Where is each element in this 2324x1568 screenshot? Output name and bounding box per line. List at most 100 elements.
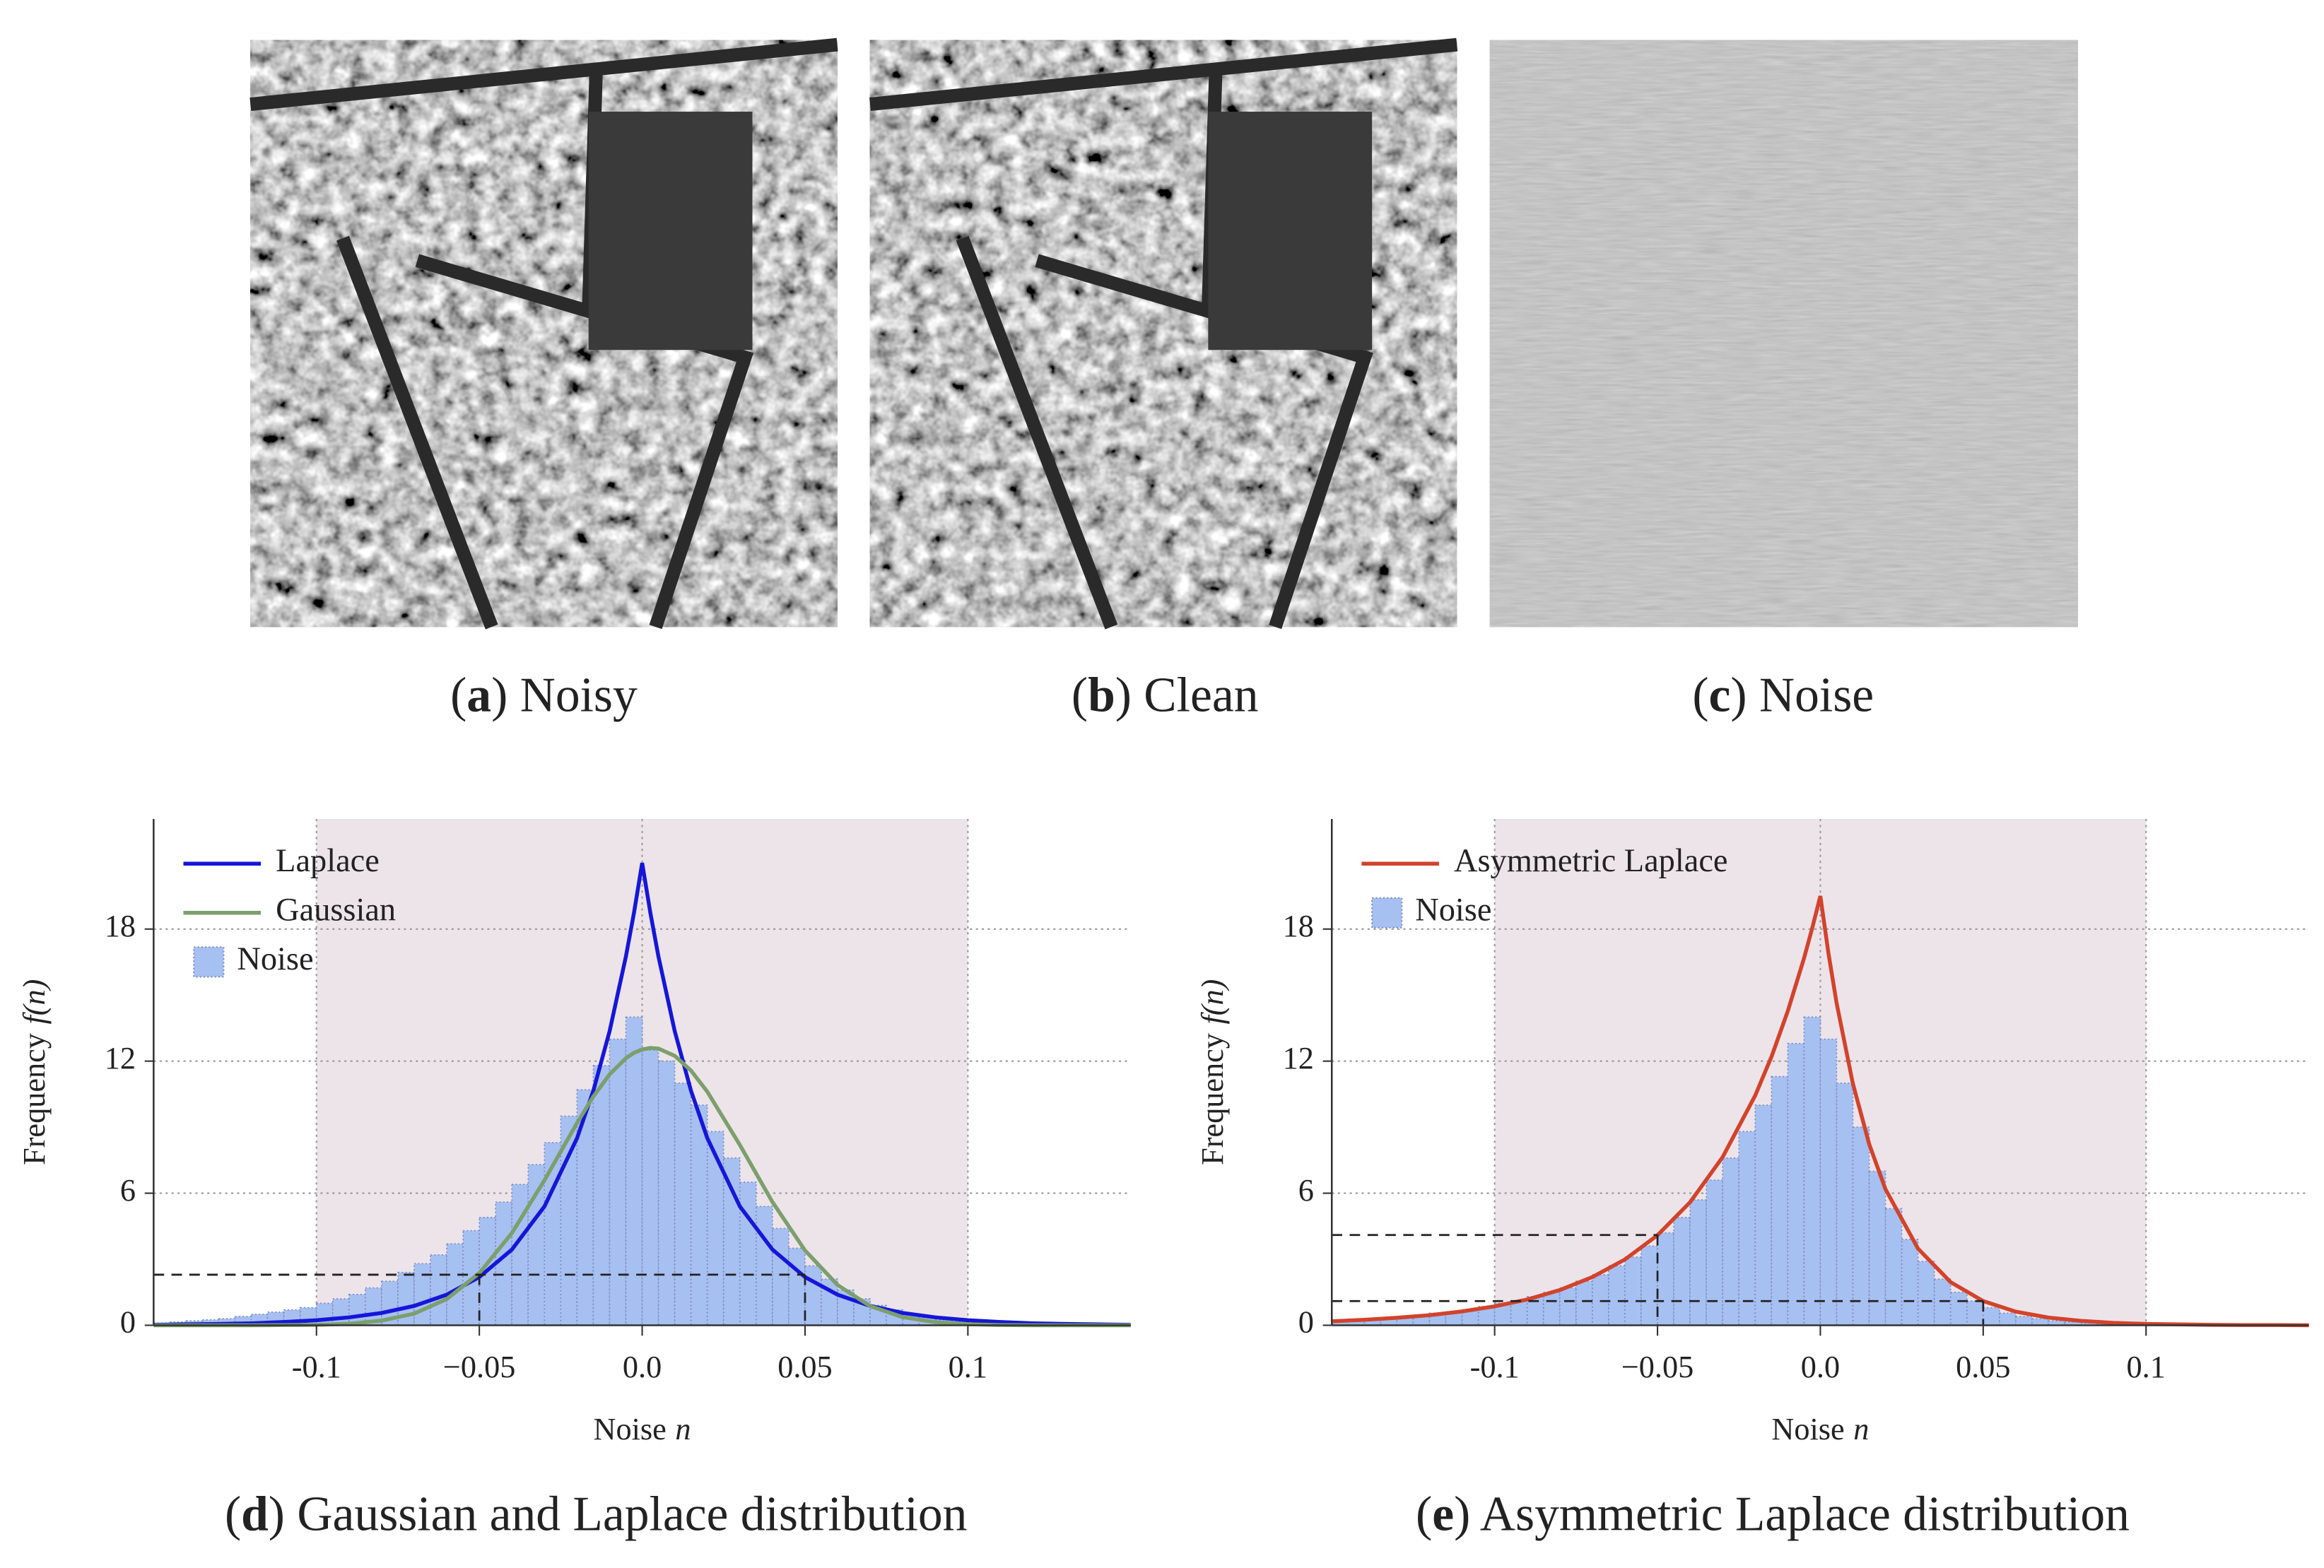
histogram-bar xyxy=(2048,1320,2065,1326)
x-label-text: Noise xyxy=(594,1412,667,1446)
histogram-bar xyxy=(1592,1274,1609,1326)
histogram-bar xyxy=(772,1227,790,1326)
caption-part: ) Asymmetric Laplace distribution xyxy=(1454,1487,2130,1541)
histogram-bar xyxy=(430,1254,447,1326)
x-axis-label: Noise n xyxy=(594,1412,691,1446)
legend-label: Gaussian xyxy=(276,892,396,928)
y-tick-label: 6 xyxy=(1298,1173,1314,1208)
histogram-bar xyxy=(397,1271,415,1326)
caption: (c) Noise xyxy=(1692,668,1874,722)
x-tick-label: 0.1 xyxy=(2127,1350,2166,1384)
x-label-symbol: n xyxy=(675,1412,691,1446)
y-label-symbol: f(n) xyxy=(1195,979,1230,1025)
histogram-bar xyxy=(1999,1312,2017,1326)
legend-label: Laplace xyxy=(276,843,380,879)
legend-swatch xyxy=(1371,897,1403,929)
histogram-bar xyxy=(1787,1042,1805,1326)
x-tick-label: 0.1 xyxy=(949,1350,987,1384)
histogram-bar xyxy=(2015,1316,2033,1326)
caption-part: c xyxy=(1709,668,1731,722)
caption-part: ) Noisy xyxy=(491,668,638,722)
histogram-bar xyxy=(331,1298,350,1326)
histogram-bar xyxy=(722,1157,741,1326)
y-tick-label: 12 xyxy=(1283,1041,1314,1075)
histogram-bar xyxy=(609,1038,627,1326)
x-tick-label: 0.0 xyxy=(623,1350,662,1384)
x-tick-label: -0.1 xyxy=(1470,1350,1520,1384)
histogram-bar xyxy=(804,1265,822,1326)
legend-swatch xyxy=(193,946,225,978)
caption: (d) Gaussian and Laplace distribution xyxy=(225,1487,967,1541)
histogram-bar xyxy=(1706,1179,1724,1326)
legend-label: Asymmetric Laplace xyxy=(1454,843,1727,879)
x-tick-label: 0.0 xyxy=(1801,1350,1840,1384)
x-tick-label: −0.05 xyxy=(443,1350,515,1384)
y-axis-label: Frequency f(n) xyxy=(1195,979,1230,1165)
y-tick-label: 0 xyxy=(1298,1305,1314,1340)
histogram-bar xyxy=(576,1089,594,1326)
histogram-bar xyxy=(1819,1038,1838,1326)
caption: (e) Asymmetric Laplace distribution xyxy=(1416,1487,2130,1541)
x-axis-label: Noise n xyxy=(1771,1412,1869,1446)
histogram-bar xyxy=(495,1201,513,1326)
histogram-bar xyxy=(592,1065,611,1326)
legend-label: Noise xyxy=(1415,892,1491,928)
y-label-text: Frequency xyxy=(17,1033,52,1165)
image-noise xyxy=(1489,40,2078,627)
histogram-bar xyxy=(674,1082,692,1326)
histogram-bar xyxy=(1836,1082,1854,1326)
histogram-bar xyxy=(1868,1170,1886,1326)
histogram-bar xyxy=(657,1060,676,1326)
caption-part: ( xyxy=(225,1487,241,1541)
x-label-symbol: n xyxy=(1853,1412,1869,1446)
histogram-bar xyxy=(1641,1245,1658,1326)
histogram-bar xyxy=(1657,1232,1674,1326)
histogram-bar xyxy=(690,1104,708,1326)
caption-part: ( xyxy=(450,668,466,722)
image-clean xyxy=(869,37,1458,630)
histogram-bar xyxy=(1575,1280,1593,1326)
y-tick-label: 12 xyxy=(105,1041,136,1075)
caption: (b) Clean xyxy=(1072,668,1259,722)
y-axis-label: Frequency f(n) xyxy=(17,979,52,1165)
x-tick-label: -0.1 xyxy=(292,1350,341,1384)
histogram-bar xyxy=(1689,1199,1707,1326)
histogram-bar xyxy=(315,1302,334,1326)
histogram-bar xyxy=(1966,1300,1984,1326)
histogram-bar xyxy=(1901,1239,1919,1326)
x-tick-label: 0.05 xyxy=(777,1350,832,1384)
legend-label: Noise xyxy=(237,941,313,977)
histogram-bar xyxy=(1542,1291,1561,1326)
x-tick-label: −0.05 xyxy=(1621,1350,1694,1384)
y-tick-label: 6 xyxy=(120,1173,136,1208)
caption-part: ( xyxy=(1692,668,1708,722)
caption-part: b xyxy=(1088,668,1115,722)
histogram-bar xyxy=(1933,1278,1952,1326)
histogram-bar xyxy=(1884,1208,1903,1326)
histogram-bar xyxy=(706,1131,724,1326)
histogram-bar xyxy=(446,1243,464,1326)
caption-part: d xyxy=(241,1487,269,1541)
line-series xyxy=(1332,895,2309,1328)
histogram-bar xyxy=(1559,1287,1577,1326)
x-label-text: Noise xyxy=(1771,1412,1844,1446)
caption-part: ( xyxy=(1416,1487,1432,1541)
image-noisy xyxy=(250,37,838,630)
histogram-bar xyxy=(560,1115,578,1326)
y-tick-label: 0 xyxy=(120,1305,136,1340)
histogram-bar xyxy=(1673,1217,1691,1326)
histogram-bar xyxy=(1510,1300,1528,1326)
histogram-bar xyxy=(1722,1157,1740,1326)
histogram-bar xyxy=(625,1016,643,1326)
x-tick-label: 0.05 xyxy=(1956,1350,2010,1384)
histogram-bar xyxy=(1608,1265,1626,1326)
y-label-text: Frequency xyxy=(1195,1033,1230,1165)
histogram-bar xyxy=(413,1263,431,1326)
histogram-bar xyxy=(739,1181,757,1326)
histogram-bar xyxy=(1949,1291,1968,1326)
histogram-bar xyxy=(641,1049,659,1326)
